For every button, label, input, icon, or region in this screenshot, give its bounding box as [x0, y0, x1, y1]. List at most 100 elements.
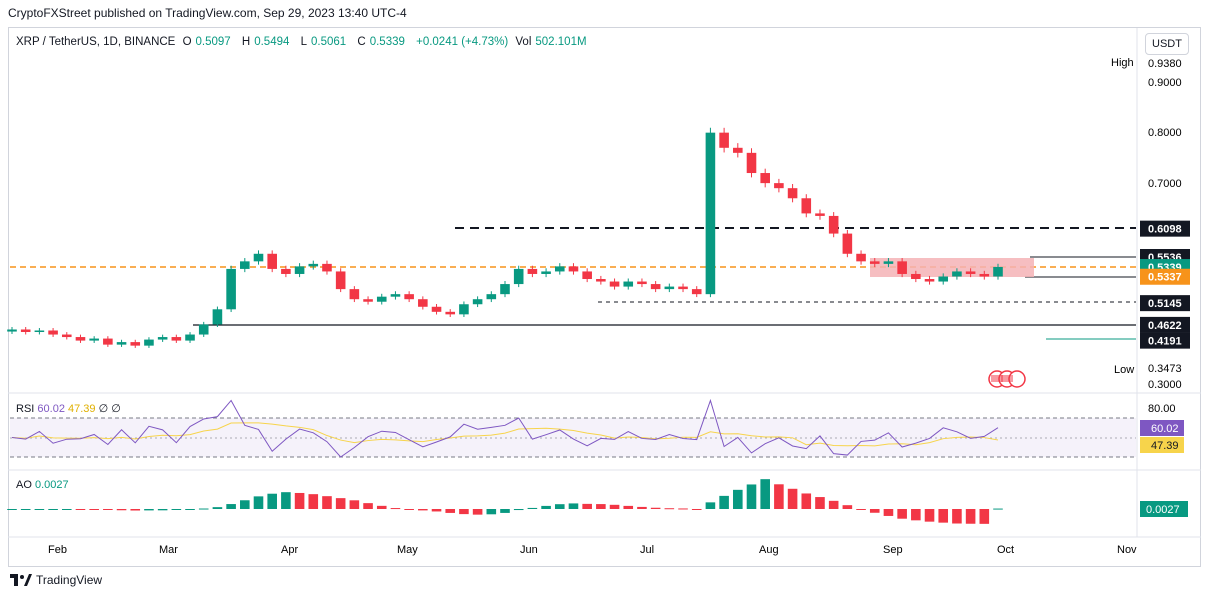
candle-body	[869, 261, 880, 264]
candle-body	[349, 289, 360, 300]
candle-body	[431, 306, 442, 312]
candle-body	[253, 253, 264, 262]
candle-body	[828, 215, 839, 234]
ao-bar	[856, 509, 866, 510]
ao-bar	[541, 505, 551, 509]
ao-bar	[226, 504, 236, 509]
ao-bars-group	[7, 479, 1003, 524]
candle-body	[144, 339, 154, 346]
low-marker-value: 0.3473	[1148, 363, 1182, 375]
candle-body	[897, 261, 907, 274]
ao-value-tag	[1140, 501, 1188, 517]
ao-bar	[130, 509, 141, 511]
ao-bar	[48, 509, 58, 510]
rsi-value: 60.02	[37, 403, 65, 415]
candle-body	[116, 342, 127, 345]
time-label-jul: Jul	[640, 544, 654, 556]
candle-body	[240, 261, 250, 269]
candle-body	[294, 266, 305, 274]
ao-legend[interactable]: AO 0.0027	[16, 479, 69, 491]
candle-body	[212, 309, 223, 325]
ao-bar	[349, 500, 360, 509]
candles-group	[7, 127, 1003, 348]
ao-bar	[760, 479, 770, 509]
candle-body	[856, 253, 866, 262]
price-tick-0.9: 0.9000	[1148, 77, 1182, 89]
rsi-ma-tag-text: 47.39	[1151, 440, 1179, 452]
candle-body	[185, 334, 195, 341]
ao-bar	[842, 505, 853, 509]
symbol-title[interactable]: XRP / TetherUS, 1D, BINANCE	[16, 36, 176, 48]
ao-bar	[253, 496, 264, 509]
candle-body	[390, 294, 401, 297]
time-label-nov: Nov	[1117, 544, 1137, 556]
ao-bar	[650, 507, 661, 509]
ao-bar	[445, 509, 456, 513]
candle-body	[34, 330, 45, 333]
rsi-value-tag	[1140, 420, 1184, 436]
ao-bar	[554, 504, 565, 509]
rsi-axis-tick: 80.00	[1148, 403, 1176, 415]
candle-body	[637, 281, 647, 285]
rsi-legend[interactable]: RSI 60.02 47.39 ∅ ∅	[16, 402, 121, 415]
candle-body	[938, 276, 949, 282]
candle-body	[472, 299, 483, 305]
candle-body	[705, 132, 716, 295]
price-tag	[1140, 295, 1190, 312]
candle-body	[609, 281, 620, 287]
ao-bar	[75, 509, 86, 510]
ao-bar	[965, 509, 976, 524]
time-label-apr: Apr	[281, 544, 298, 556]
price-axis[interactable]: High 0.9380 0.9000 0.8000 0.7000 Low 0.3…	[1111, 57, 1182, 391]
ao-bar	[472, 509, 483, 515]
candle-body	[500, 284, 510, 295]
candle-body	[157, 337, 168, 340]
vol-value: 502.101M	[535, 36, 587, 48]
candle-body	[308, 263, 319, 267]
ao-bar	[103, 509, 113, 510]
ao-bar	[20, 509, 31, 510]
price-tags-group: 0.60980.55360.53390.53370.51450.46220.41…	[1140, 220, 1190, 349]
high-marker-value: 0.9380	[1148, 58, 1182, 70]
low-marker-label: Low	[1114, 364, 1134, 376]
ao-bar	[431, 509, 442, 512]
ao-bar	[281, 492, 291, 509]
time-label-may: May	[397, 544, 418, 556]
ao-bar	[733, 489, 743, 509]
ao-bar	[527, 507, 538, 509]
economic-events-icon[interactable]	[988, 370, 1026, 388]
ao-bar	[746, 484, 757, 509]
ao-bar	[883, 509, 894, 516]
ao-bar	[308, 494, 319, 509]
ao-bar	[116, 509, 127, 511]
candle-body	[568, 266, 579, 272]
candle-body	[554, 266, 565, 272]
candle-body	[130, 342, 141, 346]
time-label-mar: Mar	[159, 544, 178, 556]
price-tick-0.7: 0.7000	[1148, 178, 1182, 190]
time-label-aug: Aug	[759, 544, 779, 556]
candle-body	[678, 286, 688, 290]
price-tag-text: 0.4622	[1148, 320, 1182, 332]
supply-zone[interactable]	[870, 258, 1034, 277]
candle-body	[75, 337, 86, 341]
open-value: 0.5097	[195, 36, 231, 48]
ao-bar	[335, 498, 346, 509]
candle-body	[719, 132, 729, 148]
high-marker-label: High	[1111, 57, 1134, 69]
candle-body	[376, 296, 387, 302]
rsi-value-tag-text: 60.02	[1151, 423, 1179, 435]
low-label: L	[300, 36, 308, 48]
tradingview-footer[interactable]: TradingView	[10, 573, 102, 587]
currency-button[interactable]: USDT	[1145, 33, 1189, 55]
ao-bar	[719, 495, 729, 509]
candle-body	[746, 152, 757, 174]
time-axis[interactable]: Feb Mar Apr May Jun Jul Aug Sep Oct Nov	[48, 544, 1137, 556]
ao-bar	[623, 505, 634, 509]
ao-label: AO	[16, 479, 32, 491]
candle-body	[582, 271, 592, 280]
ao-bar	[7, 509, 17, 510]
ao-bar	[664, 508, 675, 510]
rsi-label: RSI	[16, 403, 35, 415]
